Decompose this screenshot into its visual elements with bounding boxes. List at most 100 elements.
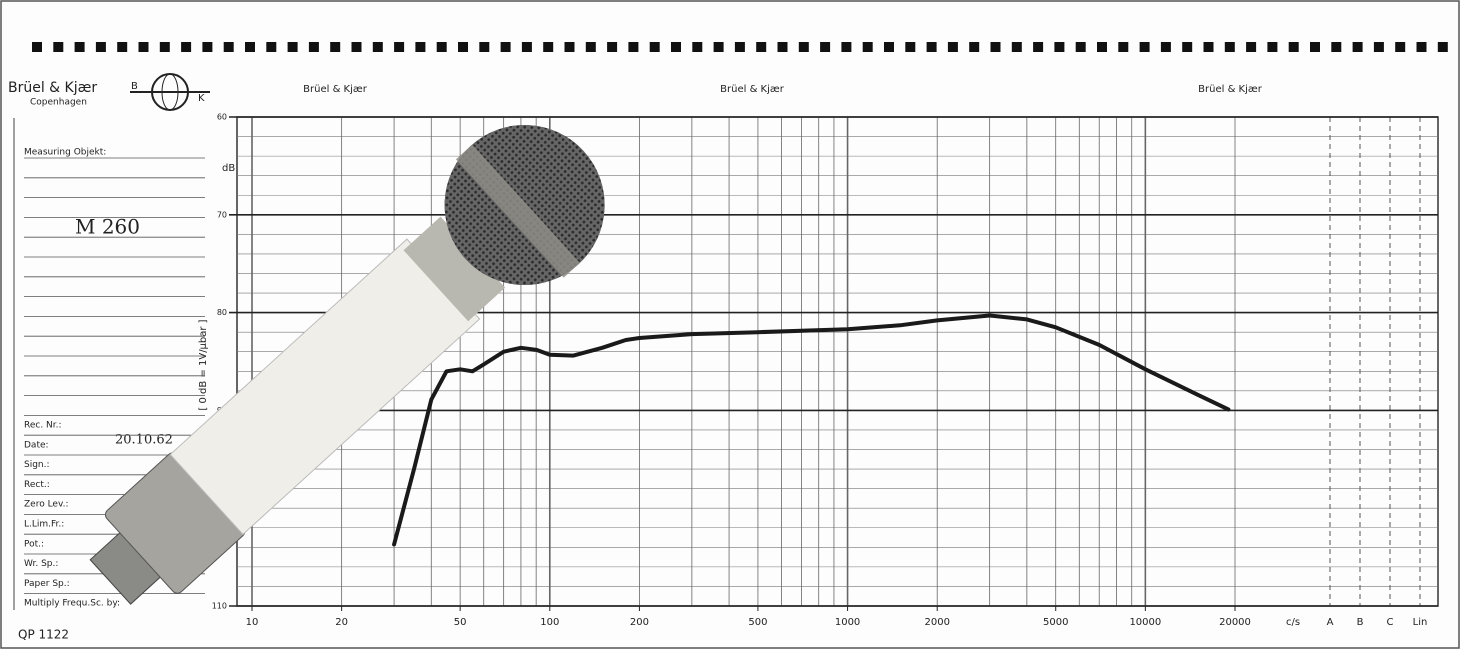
x-tick-label: 10 [246,617,259,628]
perforation-hole [671,42,681,52]
perforation-hole [500,42,511,52]
form-label: Measuring Objekt: [24,148,106,158]
perforation-hole [1011,42,1022,52]
date-value: 20.10.62 [115,433,173,448]
perforation-hole [1182,42,1193,52]
weighting-label: B [1357,617,1364,628]
form-label: Multiply Frequ.Sc. by: [24,599,120,609]
logo-letter: B [131,81,138,92]
perforation-hole [32,42,42,52]
perforation-hole [74,42,85,52]
mic-band [455,144,580,278]
perforation-hole [415,42,426,52]
form-label: L.Lim.Fr.: [24,520,64,530]
x-tick-label: 1000 [835,617,860,628]
perforation-hole [1437,42,1448,52]
x-tick-label: 10000 [1129,617,1161,628]
perforation-hole [308,42,319,52]
form-label: Paper Sp.: [24,579,70,589]
perforation-hole [734,42,745,52]
perforation-hole [884,42,894,52]
perforation-hole [223,42,234,52]
perforation-hole [287,42,298,52]
perforation-hole [820,42,831,52]
grid [24,116,1439,611]
perforation-hole [1395,42,1406,52]
perforation-hole [1310,42,1320,52]
measuring-object: M 260 [75,215,140,239]
perforation-hole [1097,42,1107,52]
weighting-label: C [1387,617,1394,628]
form-label: Wr. Sp.: [24,559,58,569]
perforation-hole [1160,42,1171,52]
perforation-hole [1118,42,1129,52]
perforation-hole [1331,42,1342,52]
perforation-hole [564,42,575,52]
perforation-hole [905,42,916,52]
perforation-hole [756,42,767,52]
perforation-hole [1054,42,1065,52]
perforation-hole [138,42,149,52]
mic-neck [403,216,506,322]
marks [392,313,1231,547]
y-tick-label: 80 [217,308,227,317]
form-label: Rect.: [24,480,50,490]
logo-text: Brüel & Kjær [8,80,97,96]
header-label: Brüel & Kjær [720,84,785,95]
perforation-hole [1267,42,1278,52]
form-label: Sign.: [24,460,50,470]
y-tick-label: 110 [212,602,227,611]
perforation-hole [841,42,852,52]
perforation-hole [1203,42,1214,52]
perforation-hole [926,42,937,52]
logo-sub: Copenhagen [30,98,87,108]
logo-letter: K [198,93,205,104]
perforation-hole [53,42,64,52]
perforation-hole [713,42,724,52]
header-label: Brüel & Kjær [1198,84,1263,95]
perforation-hole [266,42,277,52]
y-tick-label: 60 [217,113,227,122]
form-label: Date: [24,440,49,450]
perforation [32,42,1448,52]
form-label: Zero Lev.: [24,500,69,510]
perforation-hole [1075,42,1086,52]
x-tick-label: 20 [335,617,348,628]
perforation-hole [117,42,128,52]
perforation-hole [202,42,213,52]
y-unit: dB [222,163,235,174]
perforation-hole [458,42,468,52]
perforation-hole [159,42,170,52]
perforation-hole [330,42,341,52]
x-tick-label: 200 [630,617,649,628]
perforation-hole [798,42,809,52]
perforation-hole [1139,42,1150,52]
perforation-hole [990,42,1001,52]
microphone [89,125,605,605]
perforation-hole [181,42,192,52]
perforation-hole [862,42,873,52]
perforation-hole [1352,42,1363,52]
weighting-label: A [1327,617,1334,628]
perforation-hole [777,42,788,52]
weighting-label: Lin [1413,617,1428,628]
perforation-hole [607,42,618,52]
x-unit: c/s [1286,617,1300,628]
paper-code: QP 1122 [18,628,69,642]
perforation-hole [1033,42,1044,52]
perforation-hole [543,42,554,52]
perforation-hole [394,42,405,52]
x-tick-label: 20000 [1219,617,1251,628]
x-tick-label: 500 [748,617,767,628]
perforation-hole [479,42,490,52]
x-tick-label: 2000 [924,617,949,628]
y-tick-label: 70 [217,210,227,219]
perforation-hole [947,42,958,52]
form-label: Pot.: [24,539,44,549]
perforation-hole [351,42,362,52]
perforation-hole [1288,42,1299,52]
perforation-hole [1224,42,1235,52]
perforation-hole [521,42,532,52]
